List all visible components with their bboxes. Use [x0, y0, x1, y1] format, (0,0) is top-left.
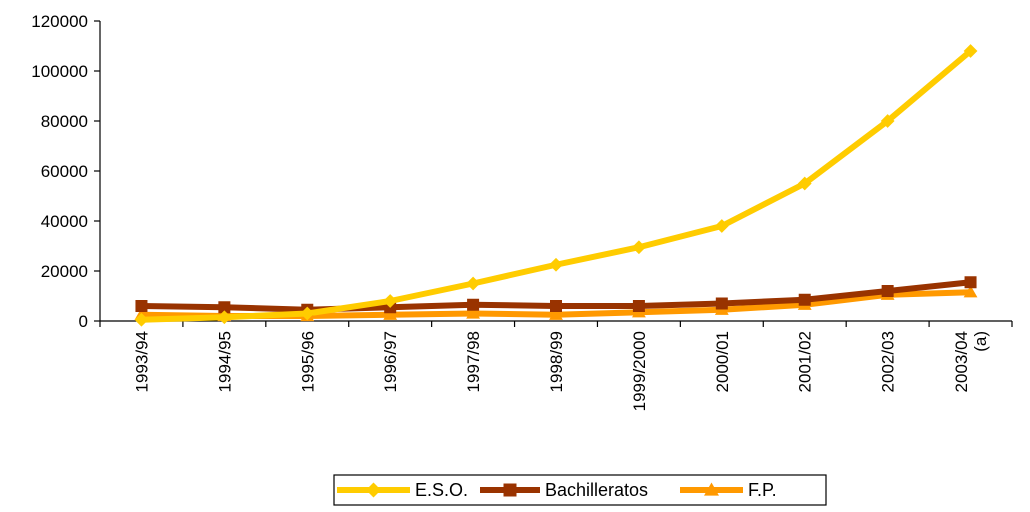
legend-label: Bachilleratos: [545, 480, 648, 500]
x-tick-label-line: 2002/03: [879, 331, 898, 392]
data-point: [466, 276, 480, 291]
series-e-s-o: [134, 44, 978, 327]
x-tick-label: 2000/01: [713, 331, 732, 392]
legend-item: E.S.O.: [337, 480, 468, 500]
x-tick-label: 1997/98: [464, 331, 483, 392]
x-tick-label: 1994/95: [215, 331, 234, 392]
x-tick-label: 1993/94: [132, 331, 151, 392]
data-point: [963, 44, 978, 58]
data-point: [963, 285, 978, 298]
legend-marker: [503, 483, 517, 497]
data-point: [467, 298, 480, 311]
data-point: [218, 301, 231, 314]
y-tick-label: 100000: [31, 62, 88, 81]
legend: E.S.O. Bachilleratos F.P.: [333, 474, 827, 506]
legend-item: Bachilleratos: [480, 480, 648, 500]
x-tick-label-line: 1993/94: [132, 331, 151, 392]
x-tick-label: 2002/03: [879, 331, 898, 392]
data-point: [964, 276, 977, 289]
data-point: [550, 300, 562, 312]
y-tick-label: 120000: [31, 12, 88, 31]
y-tick-label: 40000: [41, 212, 88, 231]
data-point: [134, 312, 149, 327]
data-point: [466, 306, 480, 319]
legend-label: F.P.: [748, 480, 777, 500]
data-point: [797, 176, 812, 191]
y-tick-label: 20000: [41, 262, 88, 281]
data-point: [715, 297, 728, 310]
x-tick-label-line: 1995/96: [298, 331, 317, 392]
x-tick-label-line: 1999/2000: [630, 331, 649, 411]
y-tick-label: 60000: [41, 162, 88, 181]
axes: 0 20000 40000 60000 80000 100000 120000 1993/94…: [31, 12, 1013, 411]
y-tick-label: 80000: [41, 112, 88, 131]
data-point: [217, 310, 232, 325]
x-tick-label-line: 1996/97: [381, 331, 400, 392]
data-point: [383, 307, 398, 320]
series-line: [141, 48, 973, 323]
data-point: [880, 114, 895, 128]
legend-marker: [366, 482, 381, 498]
data-point: [632, 300, 645, 312]
x-tick-label-line: 2000/01: [713, 331, 732, 392]
data-point: [881, 285, 894, 297]
x-tick-label: 1998/99: [547, 331, 566, 392]
data-point: [300, 306, 315, 321]
x-tick-label: 1999/2000: [630, 331, 649, 411]
data-point: [632, 240, 646, 255]
series-lines: [134, 44, 978, 327]
data-point: [135, 300, 148, 312]
x-tick-label-line: 2001/02: [796, 331, 815, 392]
x-tick-label-line: 1997/98: [464, 331, 483, 392]
data-point: [549, 257, 563, 272]
data-point: [714, 219, 729, 233]
data-point: [383, 294, 398, 308]
y-tick-label: 0: [79, 312, 88, 331]
data-point: [549, 307, 563, 320]
x-tick-label: 2001/02: [796, 331, 815, 392]
x-tick-label-line: 1998/99: [547, 331, 566, 392]
legend-label: E.S.O.: [415, 480, 468, 500]
x-tick-label: 1996/97: [381, 331, 400, 392]
x-tick-label-line: 1994/95: [215, 331, 234, 392]
legend-item: F.P.: [680, 480, 777, 500]
x-tick-label: 1995/96: [298, 331, 317, 392]
series-bachilleratos: [135, 276, 977, 316]
data-point: [798, 293, 811, 306]
legend-box: [333, 474, 827, 506]
x-tick-label: 2003/04(a): [952, 331, 990, 392]
x-tick-label-line: 2003/04: [952, 331, 971, 392]
x-tick-label-line: (a): [971, 331, 990, 352]
legend-marker: [704, 482, 719, 496]
